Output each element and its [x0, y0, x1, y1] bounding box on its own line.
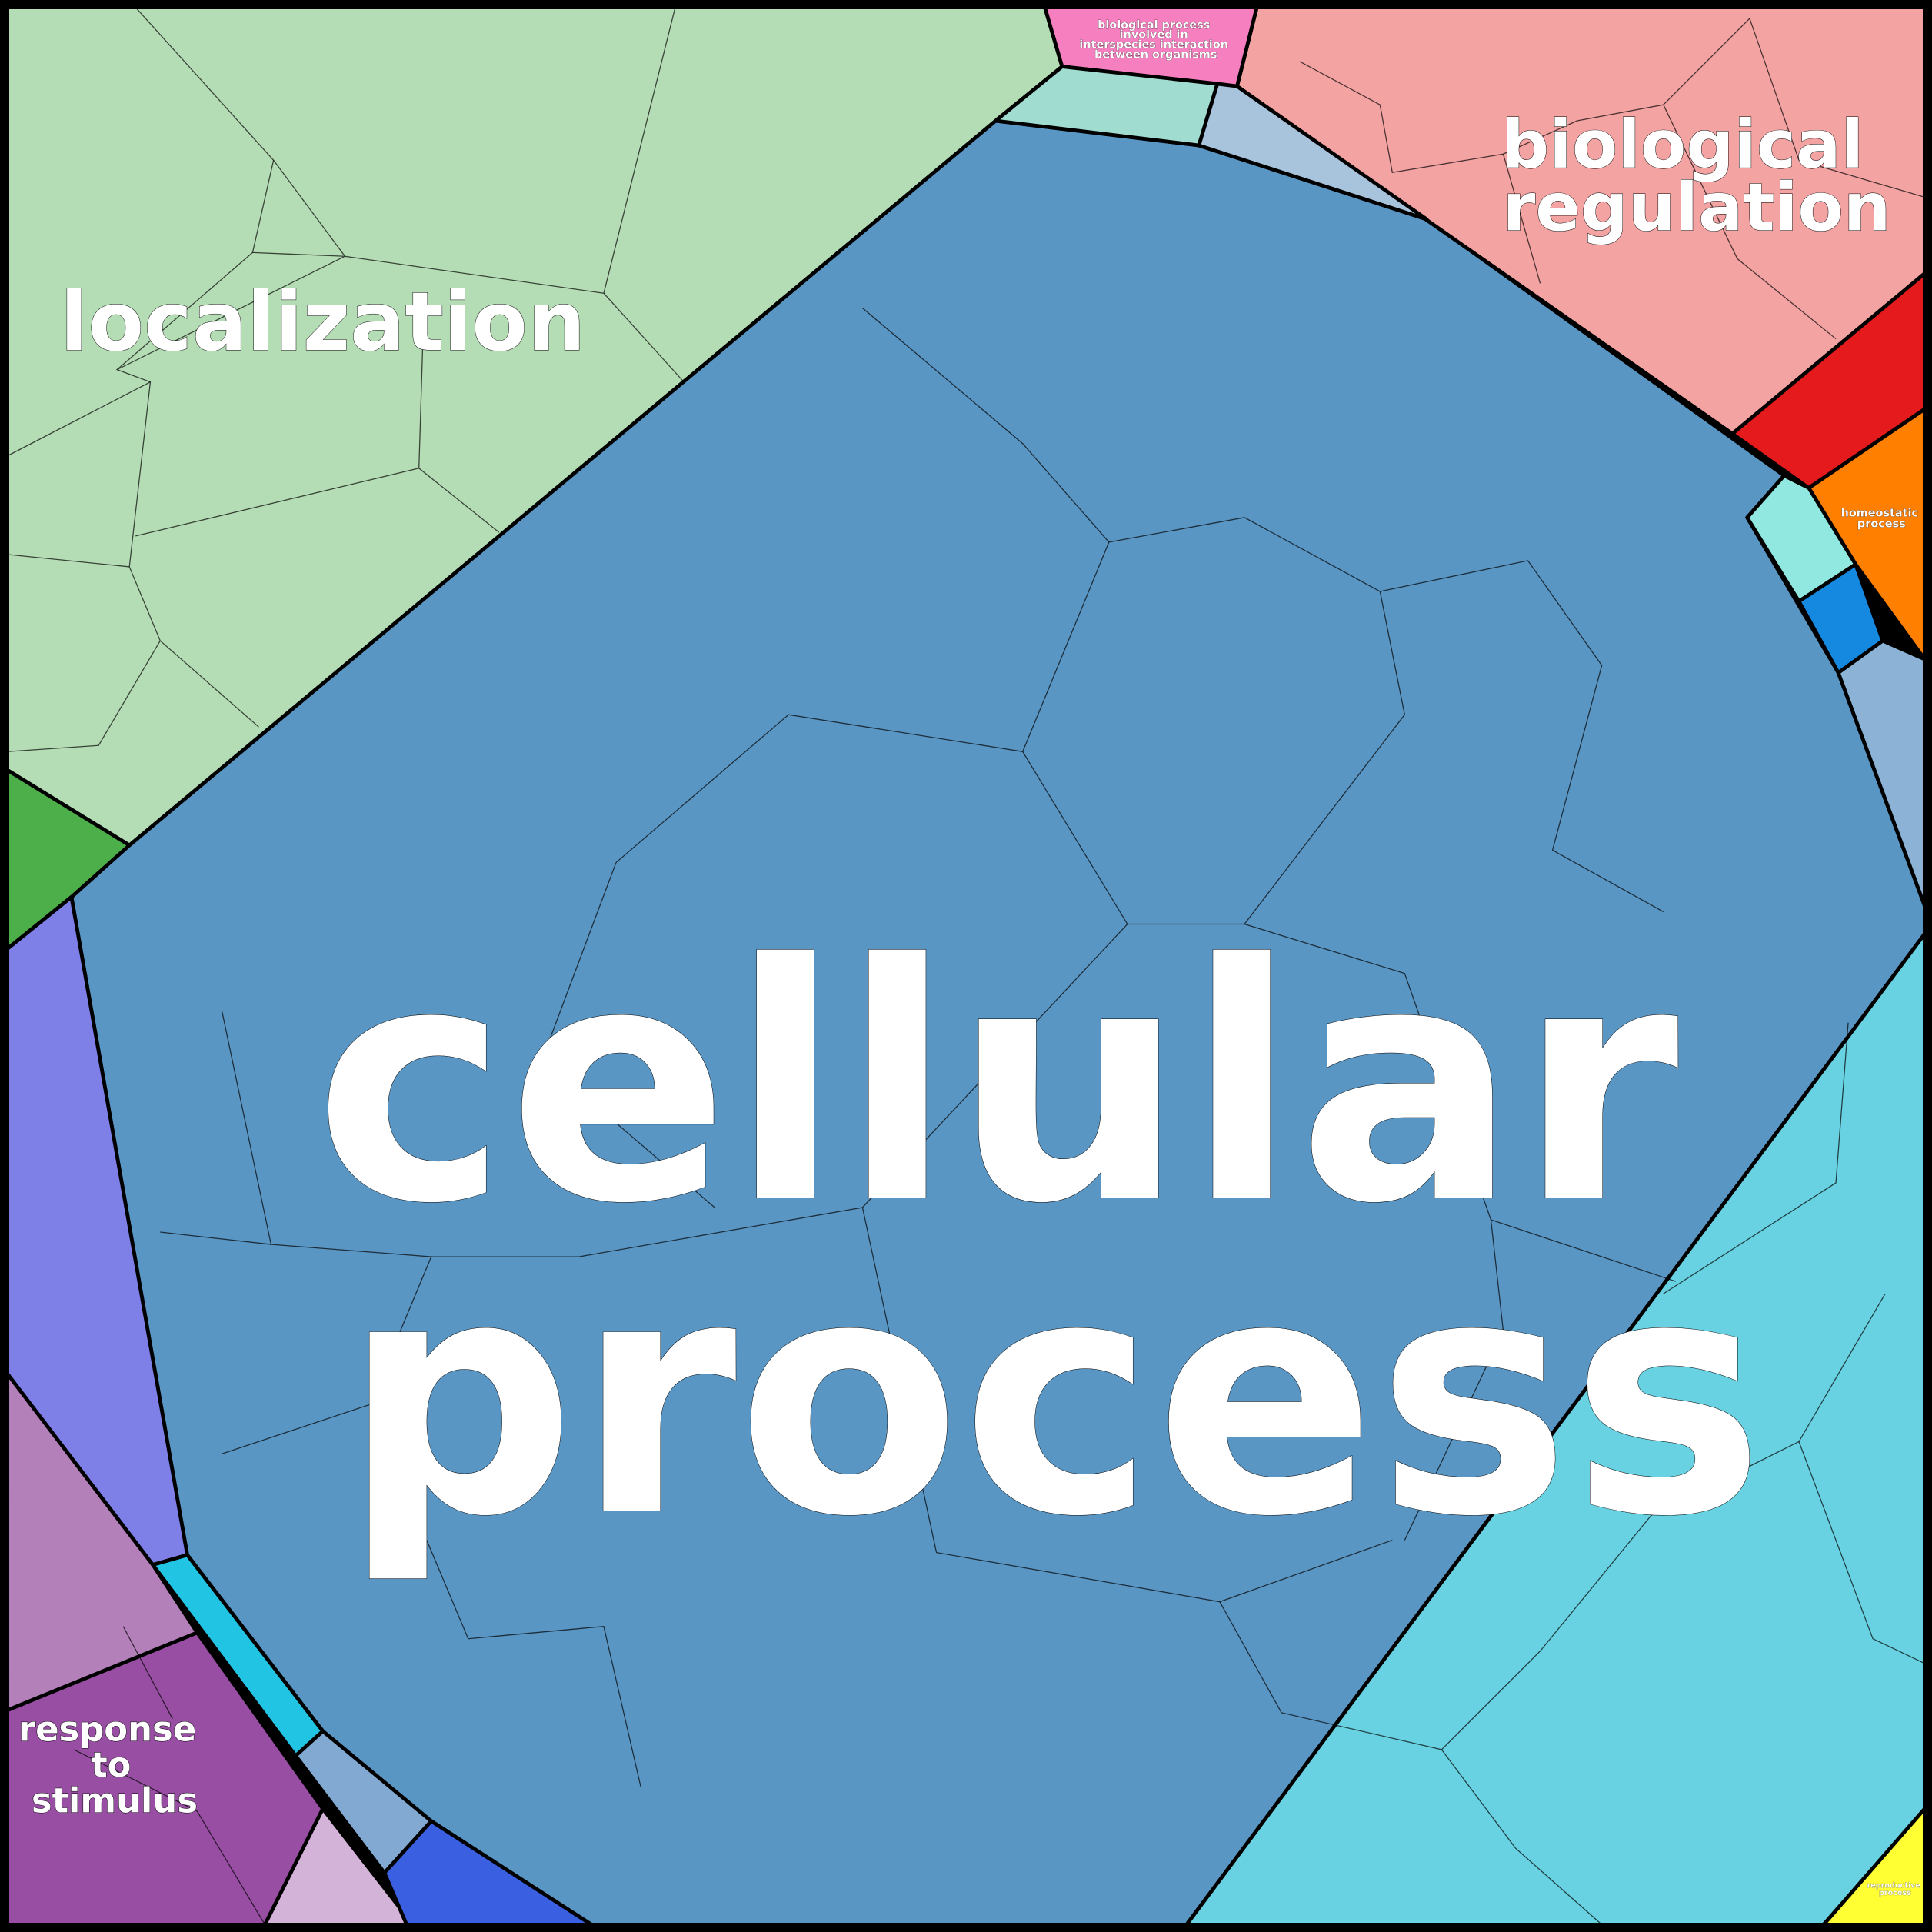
subcell-boundary: [122, 1626, 173, 1720]
subcell-boundary: [116, 7, 275, 371]
subcell-boundary: [159, 640, 259, 728]
label-reproductive-process: reproductive process: [1867, 1881, 1923, 1897]
subcell-boundary: [7, 554, 130, 568]
subcell-boundary: [7, 381, 151, 457]
region-cell-lavender: [263, 1807, 415, 1927]
subcell-boundary: [541, 862, 715, 1208]
region-cell-aqua: [1745, 473, 1858, 604]
region-cell-mauve: [5, 1371, 199, 1713]
subcell-boundary: [115, 251, 345, 568]
subcell-boundary: [431, 924, 1128, 1257]
region-cell-steel: [1836, 638, 1927, 908]
subcell-boundary: [1663, 1022, 1849, 1294]
region-cell-cyan: [1184, 931, 1927, 1927]
subcell-boundary: [1651, 1293, 1886, 1517]
region-cell-red: [1730, 271, 1927, 490]
subcell-boundary: [1404, 1219, 1504, 1541]
subcell-boundary: [273, 7, 676, 295]
subcell-boundary: [221, 1010, 432, 1455]
region-cell-royal: [382, 1819, 594, 1927]
label-localization: localization: [60, 275, 585, 369]
subcell-boundary: [1663, 104, 1837, 340]
label-biological-regulation: biological regulation: [1501, 107, 1890, 247]
subcell-boundary: [1380, 560, 1664, 913]
label-cellular-process: cellular process: [315, 895, 1793, 1588]
subcell-boundary: [1798, 1441, 1925, 1664]
subcell-boundary: [1441, 1749, 1603, 1925]
subcell-boundary: [615, 308, 1110, 863]
subcell-boundary: [7, 566, 161, 752]
subcell-boundary: [1502, 154, 1541, 284]
subcell-boundary: [73, 1749, 265, 1925]
subcell-boundary: [1244, 923, 1676, 1282]
label-homeostatic-process: homeostatic process: [1841, 507, 1922, 530]
label-interspecies-interaction: biological process involved in interspec…: [1079, 19, 1232, 61]
subcell-boundary: [861, 1207, 1393, 1603]
label-response-to-stimulus: response to stimulus: [18, 1709, 208, 1821]
subcell-boundary: [135, 468, 419, 537]
subcell-boundary: [603, 292, 685, 383]
region-cell-lightblue: [1197, 82, 1429, 222]
subcell-boundary: [369, 1404, 641, 1787]
subcell-boundary: [160, 1231, 271, 1245]
subcell-boundary: [1749, 18, 1925, 198]
